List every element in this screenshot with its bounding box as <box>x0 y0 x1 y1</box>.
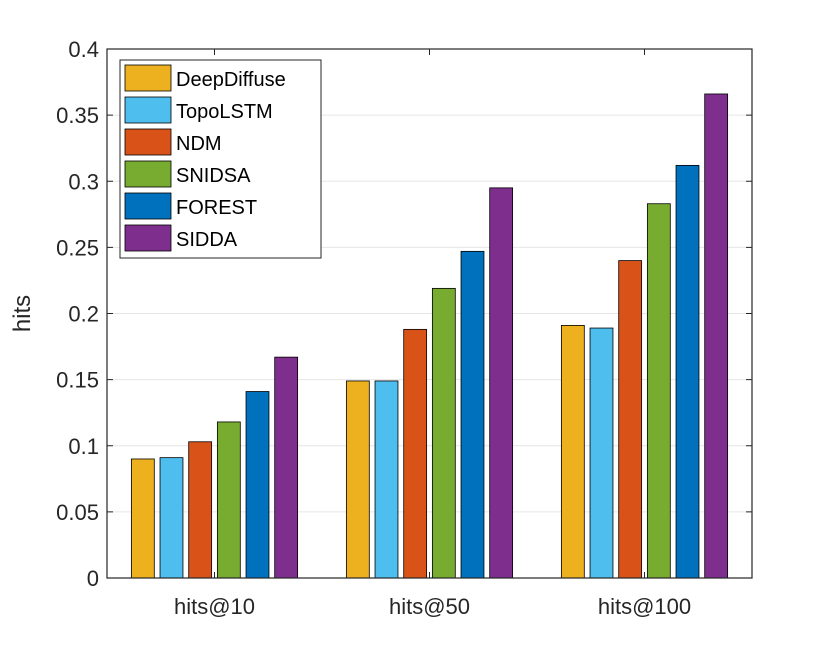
bar-ndm-hits-at-100 <box>618 260 643 579</box>
legend-swatch-topolstm <box>124 96 172 124</box>
bar-topolstm-hits-at-50 <box>374 380 399 579</box>
bar-sidda-hits-at-50 <box>489 187 514 579</box>
bar-ndm-hits-at-10 <box>188 441 213 579</box>
legend-label-ndm: NDM <box>176 133 222 155</box>
bar-sidda-hits-at-100 <box>704 93 729 579</box>
legend: DeepDiffuse TopoLSTM NDM SNIDSA FOREST SIDDA <box>119 59 322 259</box>
y-tick-label: 0.2 <box>68 302 99 327</box>
legend-swatch-snidsa <box>124 160 172 188</box>
y-tick-label: 0.05 <box>56 500 99 525</box>
y-axis-label: hits <box>9 295 36 332</box>
bar-forest-hits-at-50 <box>460 250 485 579</box>
legend-label-topolstm: TopoLSTM <box>176 101 273 123</box>
legend-label-sidda: SIDDA <box>176 229 238 251</box>
bar-forest-hits-at-100 <box>675 164 700 579</box>
bar-snidsa-hits-at-100 <box>646 203 671 579</box>
y-tick-label: 0.25 <box>56 235 99 260</box>
bar-deepdiffuse-hits-at-50 <box>345 380 370 579</box>
legend-swatch-deepdiffuse <box>124 64 172 92</box>
legend-swatch-forest <box>124 192 172 220</box>
bar-deepdiffuse-hits-at-100 <box>560 324 585 579</box>
legend-swatch-sidda <box>124 224 172 252</box>
x-axis-ticks: hits@10 hits@50 hits@100 <box>174 49 691 619</box>
y-tick-label: 0 <box>87 566 99 591</box>
y-tick-label: 0.15 <box>56 368 99 393</box>
y-tick-label: 0.1 <box>68 434 99 459</box>
bar-snidsa-hits-at-10 <box>216 421 241 579</box>
y-axis-ticks: 0 0.05 0.1 0.15 0.2 0.25 0.3 0.35 0.4 <box>56 37 752 591</box>
bar-deepdiffuse-hits-at-10 <box>130 458 155 579</box>
bar-snidsa-hits-at-50 <box>431 287 456 579</box>
bar-topolstm-hits-at-10 <box>159 457 184 579</box>
legend-label-forest: FOREST <box>176 197 257 219</box>
bar-ndm-hits-at-50 <box>403 328 428 579</box>
bars <box>130 93 729 579</box>
legend-label-deepdiffuse: DeepDiffuse <box>176 69 286 91</box>
y-tick-label: 0.35 <box>56 103 99 128</box>
legend-label-snidsa: SNIDSA <box>176 165 251 187</box>
bar-topolstm-hits-at-100 <box>589 327 614 579</box>
x-tick-label: hits@50 <box>389 594 470 619</box>
legend-swatch-ndm <box>124 128 172 156</box>
x-tick-label: hits@100 <box>598 594 691 619</box>
bar-forest-hits-at-10 <box>245 391 270 579</box>
y-tick-label: 0.3 <box>68 169 99 194</box>
bar-sidda-hits-at-10 <box>274 356 299 579</box>
x-tick-label: hits@10 <box>174 594 255 619</box>
y-tick-label: 0.4 <box>68 37 99 62</box>
